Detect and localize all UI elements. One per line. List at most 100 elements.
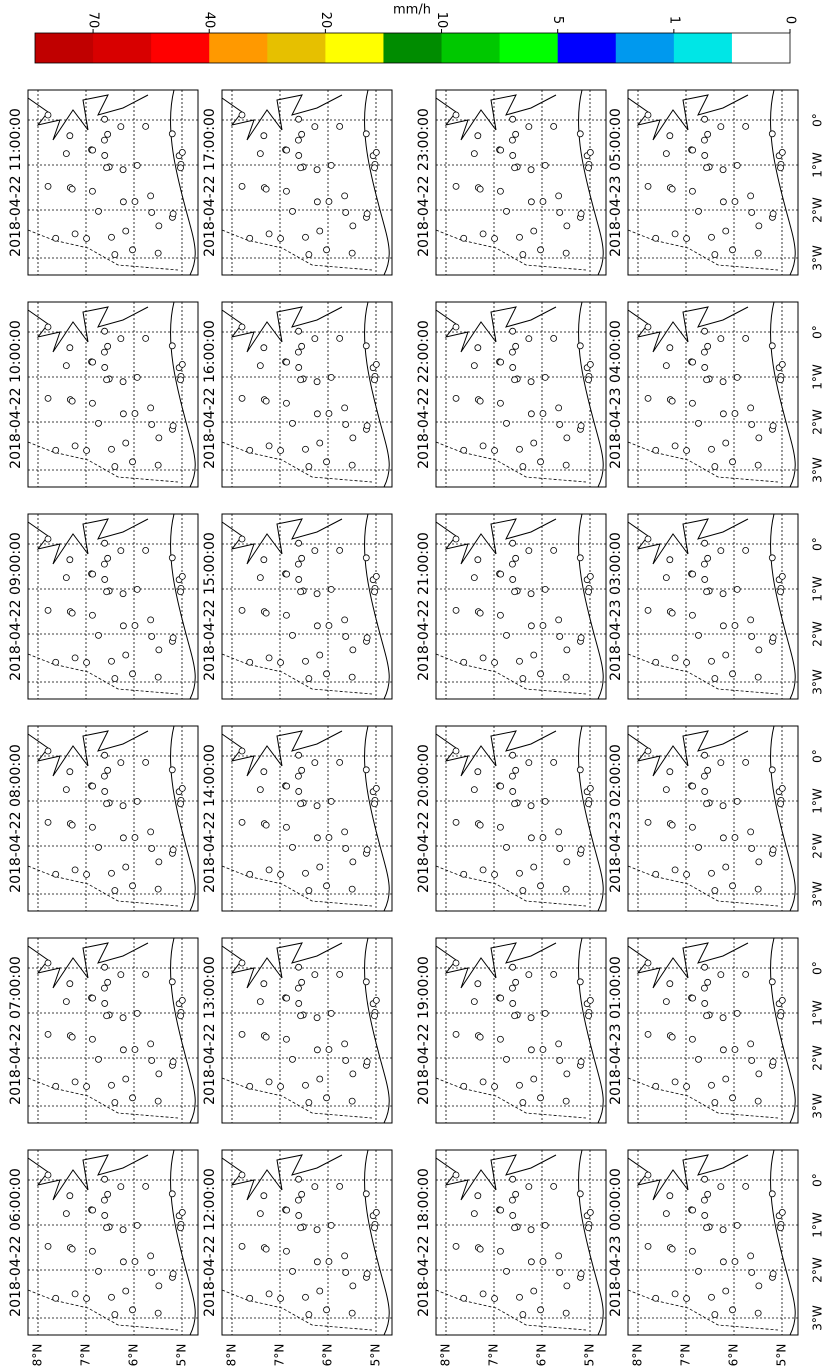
station (755, 858, 763, 866)
station (119, 378, 127, 386)
station (119, 834, 127, 842)
station (311, 759, 319, 767)
panel-frame (435, 725, 607, 912)
border (627, 1289, 779, 1331)
station (729, 246, 736, 254)
station (295, 576, 303, 583)
station (147, 616, 155, 624)
station (295, 963, 303, 971)
panel-title: 2018-04-22 08:00:00 (8, 744, 24, 893)
station (262, 1033, 270, 1041)
station (133, 373, 141, 381)
station (341, 404, 349, 412)
station (298, 342, 306, 350)
station (238, 1242, 246, 1250)
station (238, 1171, 246, 1179)
station (169, 1270, 177, 1278)
station (652, 446, 660, 454)
station (662, 574, 670, 582)
station (555, 616, 563, 624)
station (305, 1099, 313, 1106)
panel-frame (435, 937, 607, 1124)
station (295, 772, 302, 780)
station (689, 1206, 697, 1214)
station (154, 673, 162, 681)
station (363, 210, 371, 218)
station (295, 1196, 302, 1204)
station (537, 1094, 544, 1102)
station (62, 998, 70, 1006)
station (537, 246, 544, 254)
station (683, 1083, 690, 1090)
station (541, 797, 549, 805)
station (147, 192, 155, 200)
coastline (170, 1149, 196, 1336)
station (729, 458, 736, 466)
station (511, 1012, 519, 1020)
station (313, 1014, 321, 1022)
map-panel (27, 301, 199, 488)
station (585, 1224, 592, 1232)
station (101, 984, 108, 992)
station (262, 397, 270, 405)
coastline-north (221, 942, 343, 989)
coastline-north (221, 306, 343, 353)
station (349, 646, 357, 654)
lat-label: 6°N (127, 1344, 141, 1367)
colorbar-segment (325, 33, 384, 63)
station (52, 234, 60, 242)
station (586, 361, 594, 368)
station (671, 866, 679, 874)
station (452, 535, 460, 543)
station (342, 209, 350, 216)
station (101, 560, 108, 568)
station (131, 410, 139, 417)
panel-background (28, 302, 198, 487)
lat-label: 5°N (369, 1344, 383, 1367)
colorbar-frame (34, 32, 791, 64)
station (527, 1226, 535, 1234)
station (733, 373, 741, 381)
station (474, 556, 482, 564)
station (169, 210, 177, 218)
station (530, 1287, 538, 1295)
station (101, 751, 109, 759)
station (729, 670, 736, 678)
station (563, 222, 571, 230)
station (336, 971, 344, 978)
coastline (770, 1149, 796, 1336)
station (754, 1097, 762, 1105)
station (644, 1171, 652, 1179)
map-panel (627, 89, 799, 276)
station (701, 348, 708, 356)
station (509, 1175, 517, 1183)
station (689, 187, 696, 195)
station (525, 123, 533, 131)
station (509, 772, 516, 780)
station (460, 446, 468, 454)
station (313, 1046, 321, 1054)
station (476, 821, 484, 829)
lat-label: 7°N (79, 1344, 93, 1367)
station (313, 198, 321, 206)
station (711, 251, 719, 258)
border (435, 1077, 587, 1119)
station (148, 1057, 156, 1064)
station (316, 651, 324, 659)
coastline (770, 937, 796, 1124)
station (539, 410, 547, 417)
station (527, 622, 535, 630)
station (452, 394, 460, 402)
colorbar-tick-label: 1 (666, 16, 681, 24)
station (511, 588, 519, 596)
station (103, 588, 111, 596)
station (289, 843, 296, 851)
station (689, 1035, 696, 1043)
station (768, 766, 776, 774)
border (435, 865, 587, 907)
station (122, 439, 130, 447)
station (95, 207, 102, 215)
station (148, 421, 156, 428)
station (142, 123, 150, 130)
station (178, 361, 186, 368)
